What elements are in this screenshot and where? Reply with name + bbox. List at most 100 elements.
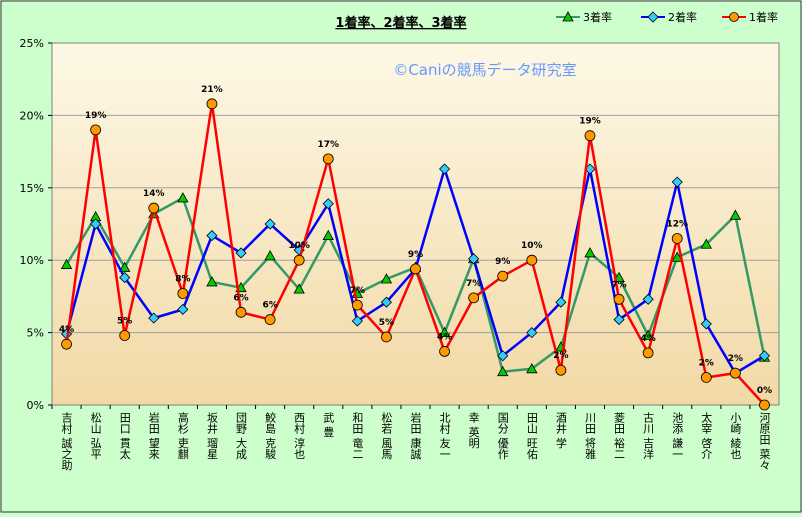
data-point [438,326,451,338]
x-tick-label: 古川 吉洋 [642,412,655,460]
data-point [671,176,683,188]
x-tick-label: 吉村 誠之助 [60,412,73,471]
x-tick-label: 川田 将雅 [583,412,596,460]
data-point [90,218,102,230]
data-label: 10% [521,241,543,251]
x-tick-label: 菱田 裕二 [613,412,626,460]
x-tick-label: 西村 淳也 [293,412,306,460]
y-tick-label: 20% [20,109,44,122]
data-label: 6% [262,301,277,311]
data-point [60,258,73,269]
data-point [729,209,742,220]
data-point [468,292,480,304]
data-point [322,198,334,210]
x-tick-label: 河原田 菜々 [758,412,771,471]
data-label: 2% [553,351,568,361]
data-point [642,293,654,305]
watermark-text: ©Caniの競馬データ研究室 [393,61,576,79]
legend: 3着率 2着率 1着率 [556,10,778,24]
data-point [293,283,305,294]
data-point [381,331,392,343]
x-tick-label: 田口 貫太 [118,412,131,460]
x-tick-label: 坂井 瑠星 [205,412,218,460]
x-tick-label: 池添 謙一 [671,412,684,460]
data-point [90,124,102,136]
data-label: 9% [495,257,510,267]
data-label: 6% [233,293,248,303]
data-label: 8% [175,275,190,285]
data-label: 12% [666,219,688,229]
data-point [410,263,421,275]
x-tick-label: 松若 風馬 [380,411,393,460]
x-tick-label: 酒井 学 [554,412,567,449]
data-point [293,254,305,266]
data-point [700,238,712,249]
data-point [177,288,189,299]
data-point [700,318,712,330]
data-point [497,350,509,362]
data-point [61,338,72,350]
legend-label: 1着率 [749,10,778,24]
data-point [264,250,276,261]
x-tick-label: 小崎 綾也 [729,412,742,460]
data-point [759,399,770,411]
data-point [351,299,363,311]
data-point [613,314,625,326]
x-tick-label: 国分 優作 [496,412,509,460]
data-label: 7% [611,280,626,290]
y-axis-ticks: 0% 5% 10% 15% 20% 25% [20,37,52,412]
data-point [206,230,218,242]
data-point [555,296,567,308]
x-tick-label: 松山 弘平 [89,411,102,460]
data-point [758,350,771,362]
data-point [264,218,276,230]
data-label: 4% [59,325,74,335]
data-label: 19% [579,117,601,127]
data-point [148,202,160,214]
data-label: 5% [379,318,394,328]
x-tick-label: 北村 友一 [438,412,451,460]
data-point [671,251,683,262]
x-tick-label: 鮫島 克駿 [264,411,277,460]
data-point [177,303,189,315]
x-tick-label: 武 豊 [322,412,335,438]
y-tick-label: 0% [27,399,44,412]
legend-label: 3着率 [583,10,612,24]
chart-title: 1着率、2着率、3着率 [335,15,466,31]
series-layer: 4% 19% 5% 14% 8% 21% 6% 6% 10% 17% 7% 5% 9% 4% 7% 9% 10%… [59,85,772,411]
x-tick-label: 田山 旺佑 [525,412,538,460]
x-tick-label: 高杉 吏麒 [176,411,189,460]
gridlines [52,114,779,334]
data-point [613,293,625,305]
data-label: 5% [117,316,132,326]
data-label: 4% [437,332,452,342]
data-point [526,327,538,339]
data-point [235,306,247,318]
data-point [729,367,741,379]
data-point [671,233,683,244]
x-tick-label: 和田 竜二 [351,412,364,460]
data-point [380,273,393,284]
data-point [119,261,131,272]
data-point [468,253,480,265]
data-label: 7% [466,279,481,289]
x-tick-label: 団野 大成 [235,412,248,460]
y-tick-label: 15% [20,182,44,195]
y-tick-label: 25% [20,37,44,50]
data-point [264,314,276,325]
series-2: 4% 19% 5% 14% 8% 21% 6% 6% 10% 17% 7% 5% 9% 4% 7% 9% 10%… [59,85,772,411]
data-point [584,247,596,258]
data-point [148,312,160,324]
data-point [439,346,450,357]
legend-label: 2着率 [668,10,697,24]
data-point [497,365,509,377]
data-label: 9% [408,250,423,260]
data-point [700,372,712,383]
data-point [322,229,334,240]
legend-marker [647,11,659,23]
x-tick-label: 岩田 望来 [147,411,160,460]
data-label: 21% [201,85,223,95]
data-label: 7% [350,286,365,296]
